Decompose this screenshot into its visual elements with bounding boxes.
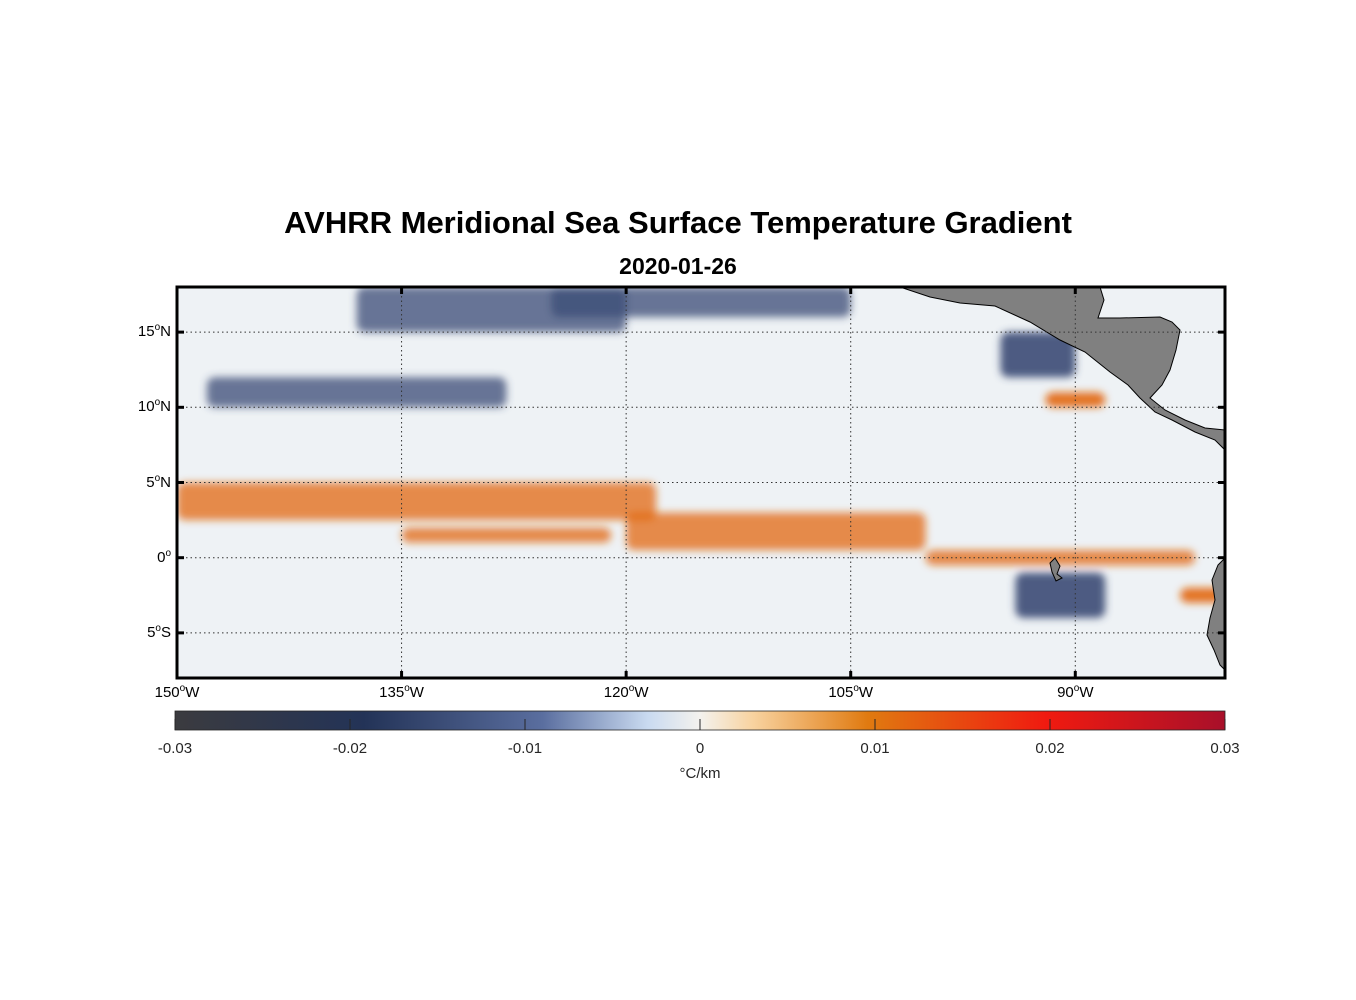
colorbar-tick-label: -0.03	[157, 740, 193, 757]
galapagos-islands	[1049, 557, 1063, 582]
chart-title: AVHRR Meridional Sea Surface Temperature…	[284, 205, 1072, 240]
colorbar-tick-label: 0.02	[1035, 740, 1065, 757]
colorbar-unit: °C/km	[679, 765, 721, 782]
chart-subtitle: 2020-01-26	[619, 253, 737, 279]
gradient-feature-positive-band	[401, 527, 612, 543]
lon-tick-label: 105oW	[828, 683, 874, 701]
lon-tick-label: 120oW	[603, 683, 649, 701]
colorbar-tick-label: 0.01	[860, 740, 890, 757]
lat-tick-label: 5oN	[146, 472, 171, 491]
lat-tick-label: 10oN	[137, 397, 171, 416]
lon-tick-label: 90oW	[1057, 683, 1094, 701]
lon-tick-label: 150oW	[154, 683, 200, 701]
lat-tick-label: 5oS	[147, 622, 171, 641]
lon-tick-label: 135oW	[379, 683, 424, 701]
lat-tick-label: 15oN	[137, 322, 171, 341]
gradient-feature-negative-band	[551, 287, 851, 318]
gradient-feature-negative-spot	[1000, 332, 1076, 378]
gradient-feature-positive-band	[177, 482, 657, 521]
gradient-feature-negative-spot	[1015, 572, 1106, 618]
gradient-feature-negative-band	[206, 377, 507, 408]
south-america-land	[1206, 557, 1225, 671]
central-america-land	[899, 287, 1225, 451]
lat-tick-label: 0o	[157, 547, 171, 566]
colorbar-tick-label: 0.03	[1210, 740, 1240, 757]
colorbar-tick-label: -0.01	[507, 740, 543, 757]
gradient-feature-positive-band	[626, 512, 926, 551]
colorbar-tick-label: 0	[695, 740, 705, 757]
colorbar-tick-label: -0.02	[332, 740, 368, 757]
